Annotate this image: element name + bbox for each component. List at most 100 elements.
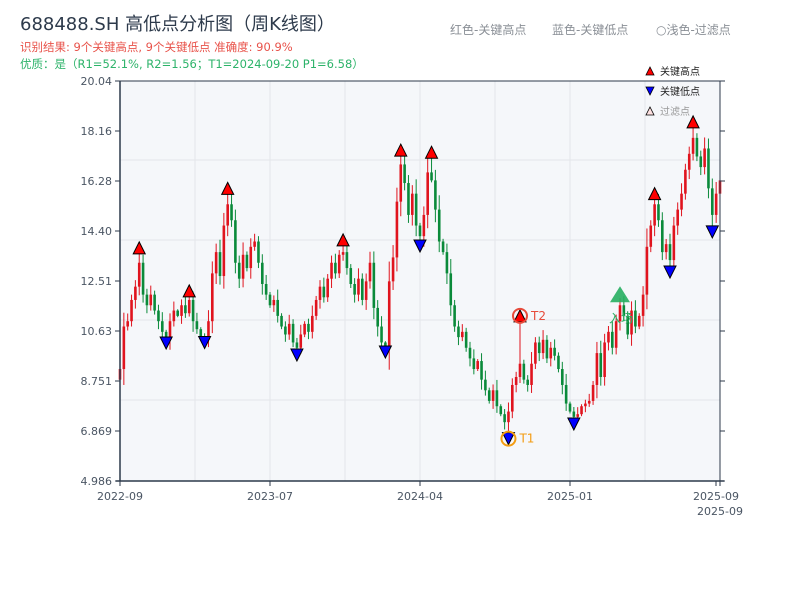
key-high-marker: [182, 283, 197, 298]
key-low-marker: [378, 345, 393, 360]
candle-body: [334, 262, 337, 274]
candle-body: [518, 363, 522, 378]
candle-body: [611, 331, 614, 348]
y-tick-label: 12.51: [81, 275, 113, 288]
candle-body: [249, 246, 253, 269]
candle-body: [191, 299, 195, 322]
key-high-marker: [393, 142, 408, 157]
candle-body: [395, 201, 399, 258]
candle-body: [237, 262, 241, 279]
candle-body: [634, 310, 637, 327]
candle-body: [484, 379, 487, 391]
candle-body: [676, 209, 679, 226]
point-t2-circle: [512, 307, 528, 324]
candle-body: [684, 169, 687, 194]
candle-body: [503, 414, 506, 423]
candle-body: [561, 369, 564, 385]
candle-body: [253, 241, 256, 247]
candle-body: [261, 262, 264, 285]
y-tick-label: 14.40: [81, 225, 113, 238]
candle-body: [180, 305, 183, 316]
candle-body: [572, 411, 576, 417]
candle-body: [707, 148, 710, 189]
candle-body: [437, 209, 441, 242]
candle-body: [637, 315, 641, 327]
candle-body: [157, 310, 160, 322]
candle-body: [553, 347, 556, 356]
candle-body: [480, 361, 483, 380]
candle-body: [599, 353, 603, 378]
candle-body: [595, 353, 599, 385]
candle-body: [607, 331, 610, 343]
key-low-marker: [567, 417, 581, 432]
candle-body: [664, 244, 668, 253]
candle-body: [214, 252, 218, 274]
candle-body: [445, 252, 449, 274]
entry-marker: [610, 286, 630, 303]
candle-body: [153, 294, 156, 311]
candle-body: [268, 294, 272, 306]
legend-label: 过滤点: [660, 105, 690, 118]
candle-body: [580, 406, 583, 415]
y-tick-label: 8.751: [81, 375, 113, 388]
y-tick-label: 16.28: [81, 175, 113, 188]
key-low-marker: [705, 225, 720, 240]
key-high-marker: [647, 186, 662, 201]
x-tick-label: 2022-09: [97, 490, 143, 503]
x-tick-label: 2025-01: [547, 490, 593, 503]
legend-text-blue-low: 蓝色-关键低点: [552, 23, 629, 37]
chart-title: 688488.SH 高低点分析图（周K线图）: [20, 14, 335, 35]
candle-body: [695, 137, 699, 157]
candle-body: [699, 156, 703, 168]
candle-body: [149, 294, 153, 306]
candle-body: [418, 225, 422, 237]
key-low-marker: [159, 336, 173, 351]
candle-body: [318, 286, 322, 300]
candle-body: [145, 294, 149, 306]
candle-body: [564, 384, 568, 404]
candle-body: [591, 384, 595, 401]
candle-body: [357, 278, 360, 295]
candle-body: [487, 390, 491, 401]
candle-body: [449, 273, 453, 306]
key-high-marker: [336, 232, 350, 247]
y-tick-label: 20.04: [81, 75, 113, 88]
candle-body: [314, 299, 318, 316]
x-tick-label: 2025-09: [697, 505, 743, 518]
candle-body: [241, 254, 245, 279]
candle-body: [176, 310, 179, 316]
candle-body: [537, 342, 541, 354]
candle-body: [168, 321, 172, 340]
legend-marker-1: [645, 86, 655, 96]
candle-body: [653, 204, 656, 226]
candle-body: [349, 268, 353, 285]
candle-body: [291, 323, 295, 343]
candle-body: [230, 204, 233, 221]
key-high-marker: [220, 181, 235, 195]
key-low-marker: [663, 265, 677, 280]
candle-body: [276, 299, 279, 316]
candle-body: [461, 331, 464, 338]
candle-body: [391, 257, 395, 282]
candle-body: [587, 400, 591, 404]
candle-body: [584, 403, 587, 407]
candle-body: [311, 315, 314, 332]
candle-body: [568, 403, 572, 412]
candle-body: [222, 225, 226, 277]
candle-body: [618, 305, 622, 322]
entry-label: 入场: [609, 311, 633, 325]
candle-body: [399, 164, 403, 202]
candle-body: [322, 286, 326, 298]
legend-text-filtered: ○浅色-过滤点: [656, 23, 731, 37]
candle-body: [464, 331, 468, 348]
candle-body: [507, 411, 510, 423]
candle-body: [457, 326, 460, 338]
candle-body: [453, 305, 456, 327]
candle-body: [534, 342, 537, 364]
point-t1-circle: [500, 430, 517, 447]
candle-body: [207, 321, 210, 340]
legend-label: 关键低点: [660, 85, 700, 98]
point-t2-label: T2: [530, 309, 546, 323]
candle-body: [372, 262, 376, 308]
key-high-marker: [132, 240, 147, 255]
